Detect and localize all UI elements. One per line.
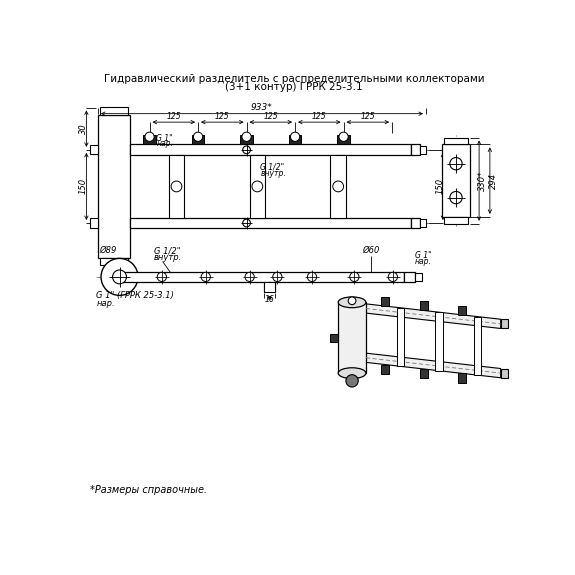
Text: 30: 30 [79, 123, 88, 134]
Bar [420, 369, 428, 378]
Bar [415, 273, 422, 281]
Text: 16: 16 [265, 295, 274, 304]
Bar [397, 308, 404, 366]
Polygon shape [366, 353, 501, 378]
Bar [442, 144, 470, 217]
Circle shape [243, 219, 251, 227]
Text: нар.: нар. [415, 257, 432, 266]
Text: 150: 150 [79, 178, 88, 194]
Circle shape [273, 273, 282, 282]
Text: G 1/2": G 1/2" [154, 246, 181, 255]
Text: Ø60: Ø60 [363, 246, 380, 255]
Text: нар.: нар. [156, 139, 173, 148]
Text: 294: 294 [489, 172, 498, 189]
Bar [192, 135, 204, 144]
Bar [98, 115, 131, 258]
Bar [381, 297, 389, 306]
Text: G 1" (ГРРК 25-3.1): G 1" (ГРРК 25-3.1) [97, 291, 174, 300]
Bar [131, 144, 411, 155]
Circle shape [252, 181, 263, 192]
Polygon shape [366, 304, 501, 328]
Bar [381, 365, 389, 374]
Bar [411, 144, 420, 155]
Bar [338, 302, 366, 373]
Circle shape [348, 297, 356, 305]
Text: 125: 125 [167, 112, 181, 121]
Circle shape [450, 158, 462, 170]
Bar [100, 258, 128, 265]
Bar [169, 155, 184, 217]
Circle shape [350, 273, 359, 282]
Ellipse shape [338, 297, 366, 308]
Bar [338, 135, 350, 144]
Text: (3+1 контур) ГРРК 25-3.1: (3+1 контур) ГРРК 25-3.1 [225, 82, 363, 92]
Text: внутр.: внутр. [154, 252, 182, 262]
Circle shape [243, 146, 251, 154]
Circle shape [171, 181, 182, 192]
Text: 125: 125 [263, 112, 278, 121]
Circle shape [157, 273, 167, 282]
Bar [420, 219, 426, 227]
Text: Ø89: Ø89 [99, 246, 117, 255]
Circle shape [290, 132, 300, 141]
Ellipse shape [338, 368, 366, 378]
Bar [420, 146, 426, 154]
Circle shape [113, 270, 126, 284]
Bar [240, 135, 253, 144]
Text: 933*: 933* [251, 103, 273, 112]
Text: G 1": G 1" [415, 251, 432, 260]
Circle shape [193, 132, 202, 141]
Bar [289, 135, 301, 144]
Bar [444, 217, 467, 224]
Bar [444, 137, 467, 144]
Text: G 1": G 1" [156, 134, 173, 143]
Bar [458, 305, 466, 315]
Bar [264, 282, 275, 292]
Text: 330*: 330* [478, 170, 488, 191]
Bar [250, 155, 265, 217]
Bar [90, 145, 98, 155]
Circle shape [450, 191, 462, 204]
Text: 125: 125 [215, 112, 229, 121]
Text: 125: 125 [312, 112, 327, 121]
Bar [474, 317, 481, 375]
Bar [100, 108, 128, 115]
Circle shape [242, 132, 251, 141]
Circle shape [388, 273, 397, 282]
Circle shape [346, 375, 358, 387]
Text: G 1/2": G 1/2" [260, 162, 285, 171]
Bar [120, 271, 404, 282]
Circle shape [333, 181, 344, 192]
Circle shape [145, 132, 154, 141]
Text: 150: 150 [435, 178, 444, 194]
Circle shape [101, 258, 138, 296]
Circle shape [201, 273, 210, 282]
Bar [331, 334, 338, 342]
Bar [435, 312, 443, 371]
Bar [331, 155, 346, 217]
Bar [501, 369, 508, 378]
Bar [411, 217, 420, 228]
Text: *Размеры справочные.: *Размеры справочные. [90, 485, 208, 495]
Text: внутр.: внутр. [260, 168, 286, 178]
Bar [420, 301, 428, 310]
Circle shape [245, 273, 254, 282]
Bar [404, 271, 415, 282]
Text: 125: 125 [361, 112, 375, 121]
Circle shape [339, 132, 348, 141]
Bar [458, 373, 466, 382]
Bar [131, 217, 411, 228]
Text: нар.: нар. [97, 298, 115, 308]
Circle shape [308, 273, 317, 282]
Bar [143, 135, 156, 144]
Bar [90, 218, 98, 228]
Text: Гидравлический разделитель с распределительными коллекторами: Гидравлический разделитель с распределит… [104, 74, 485, 85]
Bar [501, 319, 508, 328]
